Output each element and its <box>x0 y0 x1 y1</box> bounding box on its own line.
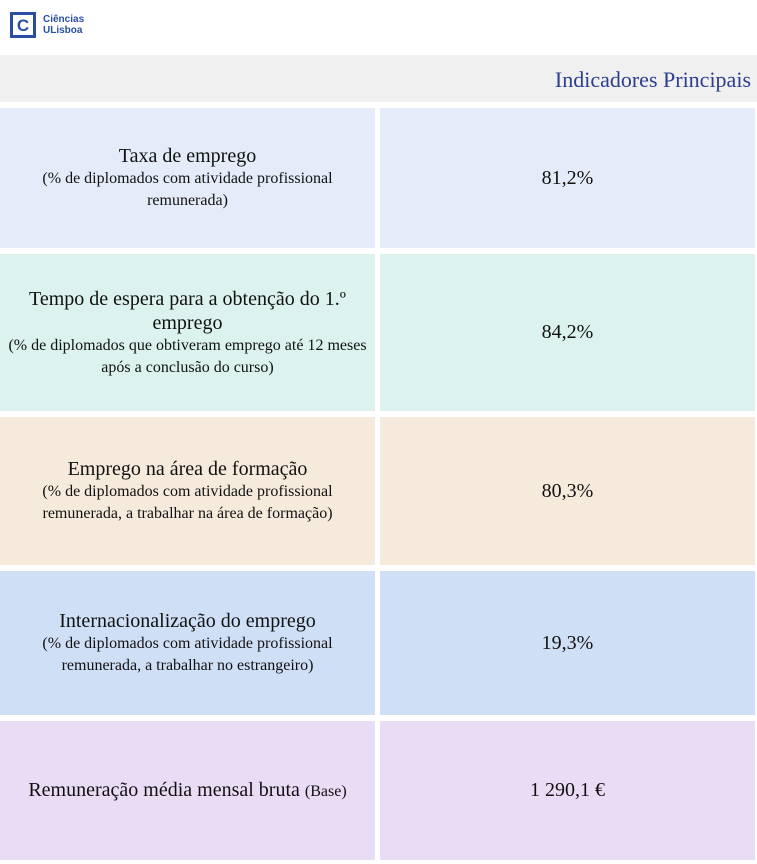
indicator-value: 1 290,1 € <box>530 779 605 801</box>
indicator-label-cell: Tempo de espera para a obtenção do 1.º e… <box>0 254 375 411</box>
indicator-value-cell: 81,2% <box>380 108 755 248</box>
logo-line-1: Ciências <box>43 14 85 25</box>
indicator-row-waiting-time: Tempo de espera para a obtenção do 1.º e… <box>0 254 757 411</box>
indicator-value-cell: 19,3% <box>380 571 755 715</box>
indicator-description: (% de diplomados com atividade profissio… <box>42 635 333 674</box>
indicator-row-field-employment: Emprego na área de formação (% de diplom… <box>0 417 757 565</box>
indicator-row-internationalization: Internacionalização do emprego (% de dip… <box>0 571 757 715</box>
indicator-label-cell: Emprego na área de formação (% de diplom… <box>0 417 375 565</box>
indicator-label-cell: Taxa de emprego (% de diplomados com ati… <box>0 108 375 248</box>
logo-mark-icon: C <box>10 12 36 38</box>
page-title: Indicadores Principais <box>554 67 751 92</box>
indicator-label-cell: Remuneração média mensal bruta (Base) <box>0 721 375 860</box>
indicator-value: 81,2% <box>541 166 594 189</box>
indicator-label-cell: Internacionalização do emprego (% de dip… <box>0 571 375 715</box>
indicator-value: 84,2% <box>541 321 594 343</box>
indicator-value: 80,3% <box>541 479 594 502</box>
indicator-row-employment-rate: Taxa de emprego (% de diplomados com ati… <box>0 108 757 248</box>
indicator-description: (% de diplomados com atividade profissio… <box>42 483 333 522</box>
indicator-title: Tempo de espera para a obtenção do 1.º e… <box>29 287 346 334</box>
indicator-title-suffix: (Base) <box>304 782 347 800</box>
indicator-value-cell: 1 290,1 € <box>380 721 755 860</box>
header-band: Indicadores Principais <box>0 55 757 102</box>
indicator-description: (% de diplomados com atividade profissio… <box>42 170 333 209</box>
logo-mark-letter: C <box>16 16 30 35</box>
indicator-value: 19,3% <box>541 631 594 654</box>
indicator-title: Emprego na área de formação <box>67 458 308 480</box>
logo-line-2: ULisboa <box>43 25 83 36</box>
ciencias-ulisboa-logo: C Ciências ULisboa <box>10 12 84 38</box>
indicator-title: Remuneração média mensal bruta (Base) <box>24 778 350 804</box>
indicator-title: Internacionalização do emprego <box>59 610 316 632</box>
indicator-description: (% de diplomados que obtiveram emprego a… <box>8 336 367 376</box>
indicator-title-text: Remuneração média mensal bruta <box>28 778 300 801</box>
indicator-value-cell: 84,2% <box>380 254 755 411</box>
indicator-row-salary: Remuneração média mensal bruta (Base) 1 … <box>0 721 757 860</box>
logo-text: Ciências ULisboa <box>43 14 84 36</box>
indicator-title: Taxa de emprego <box>118 145 257 167</box>
indicator-value-cell: 80,3% <box>380 417 755 565</box>
